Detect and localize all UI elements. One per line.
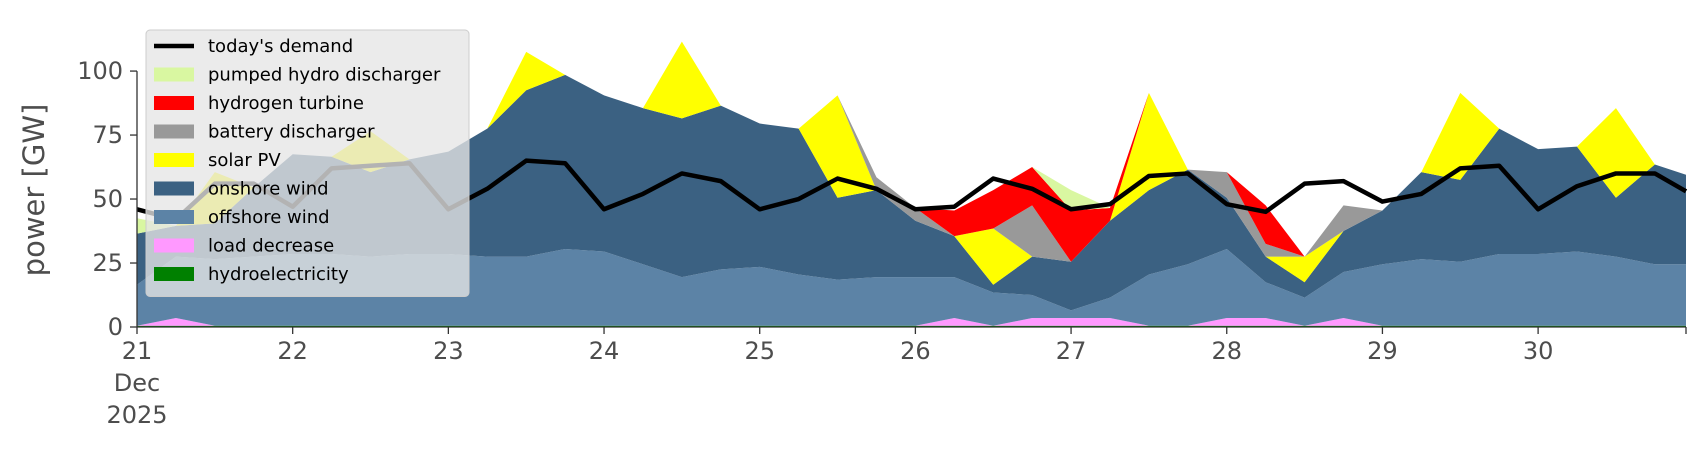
- x-tick-label: 28: [1211, 337, 1242, 365]
- legend-swatch-load-decrease: [154, 238, 194, 253]
- x-tick-label: 21: [122, 337, 153, 365]
- x-tick-label: 2025: [106, 401, 167, 429]
- area-onshore-wind: [137, 74, 1686, 311]
- x-tick-label: Dec: [114, 369, 160, 397]
- legend-swatch-onshore-wind: [154, 181, 194, 196]
- legend-label-battery-discharger: battery discharger: [208, 122, 375, 143]
- legend-label-pumped-hydro-discharger: pumped hydro discharger: [208, 65, 441, 86]
- legend-label-offshore-wind: offshore wind: [208, 207, 330, 228]
- area-battery-discharger: [137, 41, 1686, 262]
- legend-label-solar-pv: solar PV: [208, 150, 281, 171]
- y-tick-label: 75: [92, 121, 123, 149]
- x-tick-label: 22: [277, 337, 308, 365]
- x-tick-label: 29: [1367, 337, 1398, 365]
- legend-swatch-battery-discharger: [154, 124, 194, 139]
- legend: today's demand pumped hydro discharger hyd…: [145, 29, 470, 297]
- x-tick-label: 30: [1523, 337, 1554, 365]
- legend-label-hydrogen-turbine: hydrogen turbine: [208, 93, 364, 114]
- x-tick-label: 23: [433, 337, 464, 365]
- legend-label-hydroelectricity: hydroelectricity: [208, 264, 349, 285]
- legend-swatch-hydroelectricity: [154, 267, 194, 281]
- legend-swatch-solar-pv: [154, 153, 194, 167]
- y-axis-label: power [GW]: [17, 104, 51, 277]
- y-ticks: 0 25 50 75 100: [77, 57, 137, 341]
- y-tick-label: 25: [92, 249, 123, 277]
- legend-swatch-pumped-hydro-discharger: [154, 67, 194, 82]
- x-tick-label: 27: [1056, 337, 1087, 365]
- axes: 0 25 50 75 100 21 Dec 2025 22 23 24 25 26 27 28 29 30 p…: [17, 57, 1687, 429]
- legend-label-today-s-demand: today's demand: [208, 36, 353, 57]
- legend-box: [145, 29, 470, 297]
- area-offshore-wind: [137, 248, 1686, 326]
- x-tick-label: 26: [900, 337, 931, 365]
- legend-label-load-decrease: load decrease: [208, 236, 334, 257]
- y-tick-label: 100: [77, 57, 123, 85]
- x-ticks: 21 Dec 2025 22 23 24 25 26 27 28 29 30: [106, 327, 1687, 429]
- y-tick-label: 0: [108, 313, 123, 341]
- x-tick-label: 24: [589, 337, 620, 365]
- legend-swatch-hydrogen-turbine: [154, 96, 194, 110]
- legend-label-onshore-wind: onshore wind: [208, 179, 329, 200]
- legend-swatch-offshore-wind: [154, 210, 194, 224]
- y-tick-label: 50: [92, 185, 123, 213]
- x-tick-label: 25: [744, 337, 775, 365]
